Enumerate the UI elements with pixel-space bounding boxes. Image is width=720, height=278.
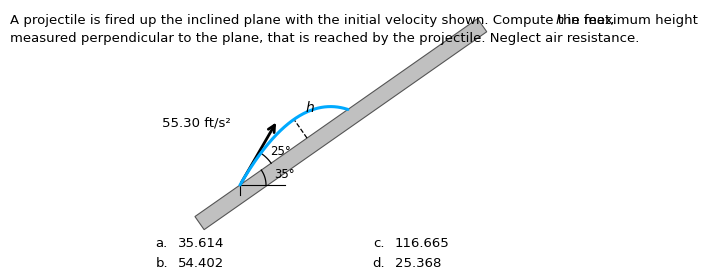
Text: 54.402: 54.402 xyxy=(178,257,224,270)
Text: a.: a. xyxy=(156,237,168,250)
Text: 35°: 35° xyxy=(274,168,295,181)
Text: h: h xyxy=(306,101,315,115)
Polygon shape xyxy=(195,19,487,230)
Text: 25°: 25° xyxy=(271,145,291,158)
Text: A projectile is fired up the inclined plane with the initial velocity shown. Com: A projectile is fired up the inclined pl… xyxy=(10,14,702,27)
Text: 35.614: 35.614 xyxy=(178,237,225,250)
Text: b.: b. xyxy=(156,257,168,270)
Text: h: h xyxy=(556,14,564,27)
Text: d.: d. xyxy=(372,257,385,270)
Text: measured perpendicular to the plane, that is reached by the projectile. Neglect : measured perpendicular to the plane, tha… xyxy=(10,32,639,45)
Text: in feet,: in feet, xyxy=(563,14,614,27)
Text: 116.665: 116.665 xyxy=(395,237,450,250)
Text: 25.368: 25.368 xyxy=(395,257,441,270)
Text: 55.30 ft/s²: 55.30 ft/s² xyxy=(162,116,230,130)
Text: c.: c. xyxy=(374,237,385,250)
